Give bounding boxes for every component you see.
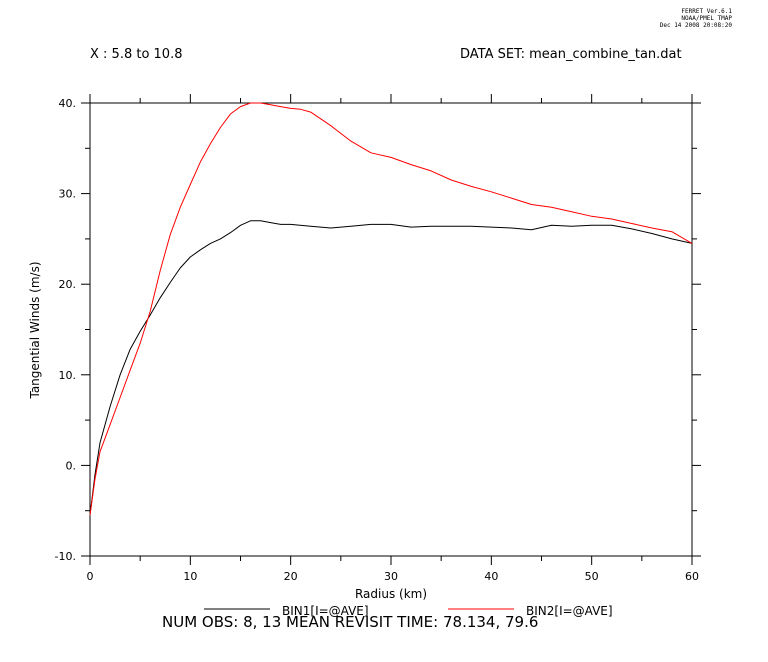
- x-tick-label: 60: [685, 570, 699, 583]
- axis-tick-labels: 0 10 20 30 40 50 60 -10. 0. 10. 20. 30. 40.: [55, 97, 699, 583]
- y-tick-label: 30.: [59, 188, 77, 201]
- x-tick-label: 40: [484, 570, 498, 583]
- y-tick-label: -10.: [55, 550, 76, 563]
- axis-ticks: [81, 94, 701, 565]
- series-line-2: [89, 102, 693, 516]
- plot-frame: [89, 102, 693, 557]
- x-tick-label: 20: [284, 570, 298, 583]
- x-tick-label: 0: [87, 570, 94, 583]
- ferret-stamp: FERRET Ver.6.1 NOAA/PMEL TMAP Dec 14 200…: [660, 8, 732, 29]
- ferret-line-2: NOAA/PMEL TMAP: [681, 15, 732, 22]
- series-line-1: [89, 220, 693, 516]
- ferret-line-3: Dec 14 2008 20:08:20: [659, 22, 732, 29]
- y-tick-label: 40.: [59, 97, 77, 110]
- x-axis-label: Radius (km): [355, 587, 427, 601]
- legend: BIN1[I=@AVE] BIN2[I=@AVE]: [204, 604, 613, 618]
- y-axis-label: Tangential Winds (m/s): [28, 261, 42, 399]
- x-tick-label: 30: [384, 570, 398, 583]
- y-tick-label: 0.: [66, 459, 77, 472]
- legend-label-bin2: BIN2[I=@AVE]: [526, 604, 613, 618]
- dataset-label: DATA SET: mean_combine_tan.dat: [460, 47, 682, 62]
- series-lines: [89, 102, 693, 516]
- x-range-label: X : 5.8 to 10.8: [90, 47, 183, 62]
- ferret-line-1: FERRET Ver.6.1: [681, 8, 732, 15]
- legend-label-bin1: BIN1[I=@AVE]: [282, 604, 369, 618]
- x-tick-label: 10: [183, 570, 197, 583]
- footer-stats: NUM OBS: 8, 13 MEAN REVISIT TIME: 78.134…: [162, 613, 539, 631]
- x-tick-label: 50: [585, 570, 599, 583]
- y-tick-label: 10.: [59, 369, 77, 382]
- y-tick-label: 20.: [59, 278, 77, 291]
- line-chart: 0 10 20 30 40 50 60 -10. 0. 10. 20. 30. 40. Radius (…: [28, 94, 701, 618]
